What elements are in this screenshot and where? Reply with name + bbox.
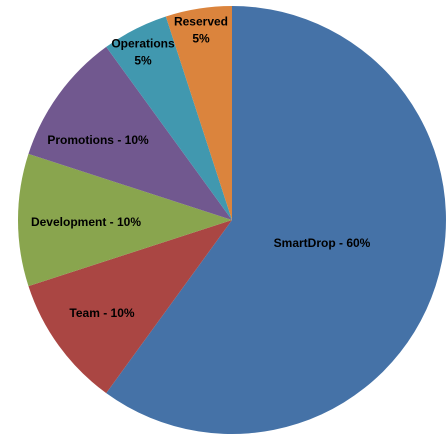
slice-label-promotions: Promotions - 10% [47, 133, 149, 147]
slice-label-development: Development - 10% [31, 215, 141, 229]
slice-development [17, 153, 233, 287]
slice-team [28, 220, 232, 394]
slice-reserved [165, 6, 232, 220]
slice-promotions [28, 46, 232, 221]
pie-labels: SmartDrop - 60% Team - 10% Development - 1… [31, 15, 371, 321]
pie-slices [17, 6, 446, 435]
slice-label-smartdrop: SmartDrop - 60% [274, 236, 371, 250]
slice-label-operations: Operations 5% [111, 37, 175, 68]
slice-smartdrop [106, 6, 446, 435]
slice-operations [106, 16, 232, 220]
slice-label-team: Team - 10% [69, 306, 134, 320]
slice-label-reserved: Reserved 5% [174, 15, 228, 46]
